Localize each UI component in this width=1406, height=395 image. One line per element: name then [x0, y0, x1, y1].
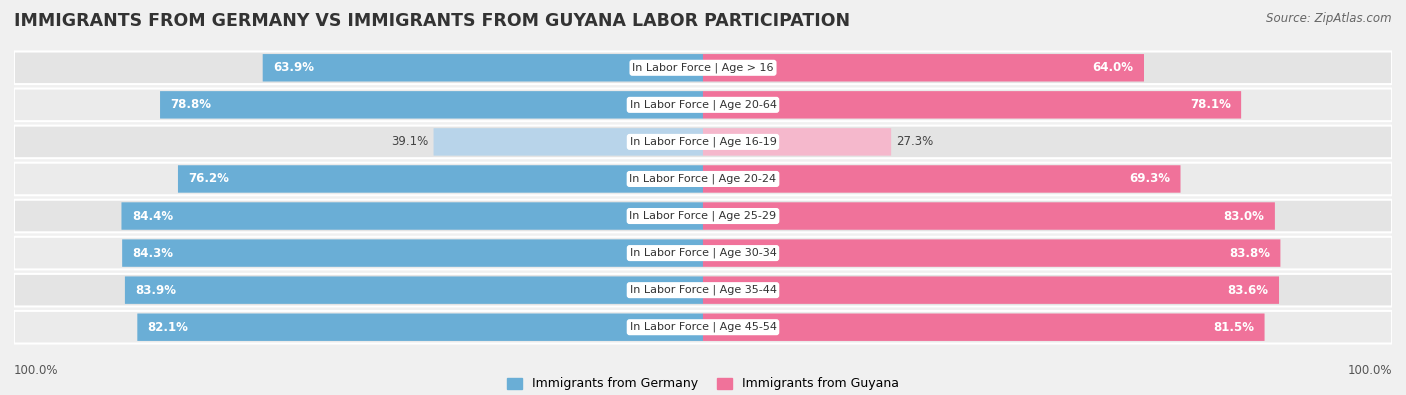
- Text: 78.8%: 78.8%: [170, 98, 211, 111]
- FancyBboxPatch shape: [703, 128, 891, 156]
- Text: 100.0%: 100.0%: [1347, 364, 1392, 377]
- Text: In Labor Force | Age 45-54: In Labor Force | Age 45-54: [630, 322, 776, 333]
- Text: 84.4%: 84.4%: [132, 209, 173, 222]
- FancyBboxPatch shape: [179, 165, 703, 193]
- Text: In Labor Force | Age 25-29: In Labor Force | Age 25-29: [630, 211, 776, 221]
- FancyBboxPatch shape: [703, 54, 1144, 81]
- FancyBboxPatch shape: [263, 54, 703, 81]
- Legend: Immigrants from Germany, Immigrants from Guyana: Immigrants from Germany, Immigrants from…: [502, 372, 904, 395]
- Text: IMMIGRANTS FROM GERMANY VS IMMIGRANTS FROM GUYANA LABOR PARTICIPATION: IMMIGRANTS FROM GERMANY VS IMMIGRANTS FR…: [14, 12, 851, 30]
- Text: 82.1%: 82.1%: [148, 321, 188, 334]
- Text: 100.0%: 100.0%: [14, 364, 59, 377]
- Text: 64.0%: 64.0%: [1092, 61, 1133, 74]
- FancyBboxPatch shape: [125, 276, 703, 304]
- Text: 83.9%: 83.9%: [135, 284, 176, 297]
- FancyBboxPatch shape: [433, 128, 703, 156]
- FancyBboxPatch shape: [121, 202, 703, 230]
- FancyBboxPatch shape: [703, 314, 1264, 341]
- Text: In Labor Force | Age 16-19: In Labor Force | Age 16-19: [630, 137, 776, 147]
- FancyBboxPatch shape: [703, 91, 1241, 118]
- Text: Source: ZipAtlas.com: Source: ZipAtlas.com: [1267, 12, 1392, 25]
- Text: 78.1%: 78.1%: [1189, 98, 1230, 111]
- FancyBboxPatch shape: [14, 311, 1392, 344]
- FancyBboxPatch shape: [122, 239, 703, 267]
- Text: In Labor Force | Age 35-44: In Labor Force | Age 35-44: [630, 285, 776, 295]
- FancyBboxPatch shape: [14, 88, 1392, 121]
- FancyBboxPatch shape: [703, 165, 1181, 193]
- FancyBboxPatch shape: [14, 51, 1392, 84]
- Text: 83.0%: 83.0%: [1223, 209, 1264, 222]
- Text: 69.3%: 69.3%: [1129, 173, 1170, 186]
- Text: 63.9%: 63.9%: [273, 61, 314, 74]
- FancyBboxPatch shape: [14, 237, 1392, 269]
- Text: 83.6%: 83.6%: [1227, 284, 1268, 297]
- FancyBboxPatch shape: [703, 239, 1281, 267]
- Text: 81.5%: 81.5%: [1213, 321, 1254, 334]
- Text: In Labor Force | Age 20-24: In Labor Force | Age 20-24: [630, 174, 776, 184]
- FancyBboxPatch shape: [14, 163, 1392, 195]
- FancyBboxPatch shape: [138, 314, 703, 341]
- Text: In Labor Force | Age > 16: In Labor Force | Age > 16: [633, 62, 773, 73]
- FancyBboxPatch shape: [703, 276, 1279, 304]
- FancyBboxPatch shape: [14, 274, 1392, 307]
- Text: In Labor Force | Age 20-64: In Labor Force | Age 20-64: [630, 100, 776, 110]
- Text: 76.2%: 76.2%: [188, 173, 229, 186]
- Text: 83.8%: 83.8%: [1229, 246, 1270, 260]
- Text: In Labor Force | Age 30-34: In Labor Force | Age 30-34: [630, 248, 776, 258]
- Text: 39.1%: 39.1%: [391, 135, 427, 149]
- FancyBboxPatch shape: [160, 91, 703, 118]
- FancyBboxPatch shape: [14, 126, 1392, 158]
- Text: 27.3%: 27.3%: [897, 135, 934, 149]
- Text: 84.3%: 84.3%: [132, 246, 173, 260]
- FancyBboxPatch shape: [703, 202, 1275, 230]
- FancyBboxPatch shape: [14, 200, 1392, 232]
